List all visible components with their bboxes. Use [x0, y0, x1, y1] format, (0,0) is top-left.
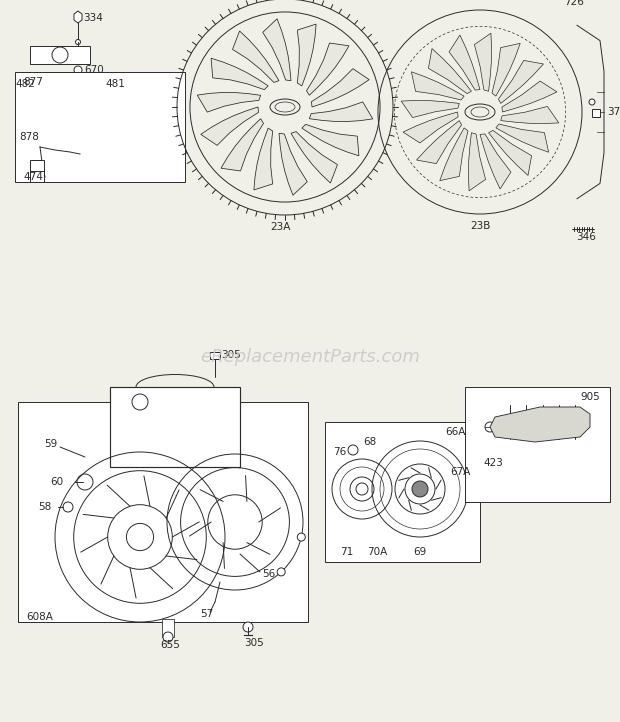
Text: eReplacementParts.com: eReplacementParts.com: [200, 348, 420, 366]
Text: 482: 482: [15, 79, 35, 89]
Text: 66A: 66A: [445, 427, 466, 437]
Text: 69: 69: [413, 547, 427, 557]
Bar: [30, 46, 90, 64]
Text: 334: 334: [83, 13, 103, 23]
Circle shape: [77, 474, 93, 490]
Polygon shape: [501, 106, 559, 123]
Polygon shape: [254, 128, 273, 190]
Circle shape: [76, 40, 81, 45]
Text: 608A: 608A: [26, 612, 53, 622]
Polygon shape: [449, 35, 480, 90]
Polygon shape: [428, 48, 471, 94]
Circle shape: [485, 422, 495, 432]
Text: 305: 305: [221, 350, 241, 360]
Circle shape: [243, 622, 253, 632]
Circle shape: [63, 502, 73, 512]
Polygon shape: [480, 134, 511, 189]
Polygon shape: [130, 97, 140, 109]
Polygon shape: [502, 81, 557, 112]
Bar: [162, 619, 174, 637]
Bar: [18, 402, 308, 622]
Text: 76: 76: [333, 447, 346, 457]
Bar: [210, 352, 220, 359]
Polygon shape: [309, 102, 373, 121]
Polygon shape: [311, 69, 370, 107]
Bar: [592, 109, 600, 117]
Text: 37A: 37A: [607, 107, 620, 117]
Polygon shape: [110, 87, 122, 95]
Polygon shape: [417, 121, 462, 164]
Circle shape: [96, 83, 104, 91]
Text: 878: 878: [19, 132, 39, 142]
Polygon shape: [298, 24, 316, 86]
Polygon shape: [291, 131, 337, 183]
Text: 23B: 23B: [470, 221, 490, 231]
Bar: [15, 72, 185, 182]
Polygon shape: [489, 131, 531, 175]
Text: 71: 71: [340, 547, 353, 557]
Polygon shape: [401, 100, 459, 118]
Circle shape: [589, 99, 595, 105]
Circle shape: [74, 66, 82, 74]
Polygon shape: [201, 107, 259, 145]
Circle shape: [298, 533, 305, 541]
Text: 23A: 23A: [270, 222, 290, 232]
Text: 56: 56: [262, 569, 275, 579]
Polygon shape: [403, 112, 458, 143]
Text: 58: 58: [38, 502, 51, 512]
Polygon shape: [140, 119, 146, 130]
Text: 481: 481: [105, 79, 125, 89]
Polygon shape: [411, 71, 464, 100]
Polygon shape: [197, 92, 260, 112]
Text: 67A: 67A: [450, 467, 471, 477]
Text: 57: 57: [200, 609, 213, 619]
Circle shape: [412, 481, 428, 497]
Bar: [110, 387, 240, 467]
Text: 655: 655: [160, 640, 180, 650]
Text: 346: 346: [576, 232, 596, 242]
Polygon shape: [69, 97, 81, 109]
Polygon shape: [211, 58, 268, 90]
Polygon shape: [306, 43, 349, 95]
Circle shape: [356, 483, 368, 495]
Text: 726: 726: [564, 0, 584, 7]
Polygon shape: [232, 31, 279, 82]
Circle shape: [126, 523, 154, 551]
Polygon shape: [490, 407, 590, 442]
Text: 670: 670: [84, 65, 104, 75]
Bar: [325, 422, 480, 562]
Bar: [30, 83, 44, 91]
Text: 68: 68: [363, 437, 376, 447]
Text: 60: 60: [50, 477, 63, 487]
Text: 59: 59: [44, 439, 57, 449]
Polygon shape: [496, 124, 549, 152]
Circle shape: [163, 632, 173, 642]
Text: 905: 905: [580, 392, 600, 402]
Circle shape: [405, 474, 435, 504]
Polygon shape: [474, 33, 492, 91]
Polygon shape: [498, 61, 544, 103]
Polygon shape: [279, 134, 308, 195]
Polygon shape: [492, 43, 520, 96]
Text: 305: 305: [244, 638, 264, 648]
Polygon shape: [469, 133, 485, 191]
Text: 70A: 70A: [367, 547, 388, 557]
Text: 474: 474: [23, 172, 43, 182]
Polygon shape: [88, 87, 99, 95]
Polygon shape: [263, 19, 291, 81]
Polygon shape: [302, 124, 359, 156]
Bar: [465, 387, 610, 502]
Polygon shape: [74, 11, 82, 23]
Polygon shape: [64, 119, 71, 130]
Text: 423: 423: [483, 458, 503, 468]
Circle shape: [132, 394, 148, 410]
Polygon shape: [440, 128, 468, 180]
Polygon shape: [221, 118, 264, 171]
Bar: [30, 160, 44, 182]
Circle shape: [64, 83, 72, 91]
Circle shape: [277, 568, 285, 576]
Text: 877: 877: [23, 77, 43, 87]
